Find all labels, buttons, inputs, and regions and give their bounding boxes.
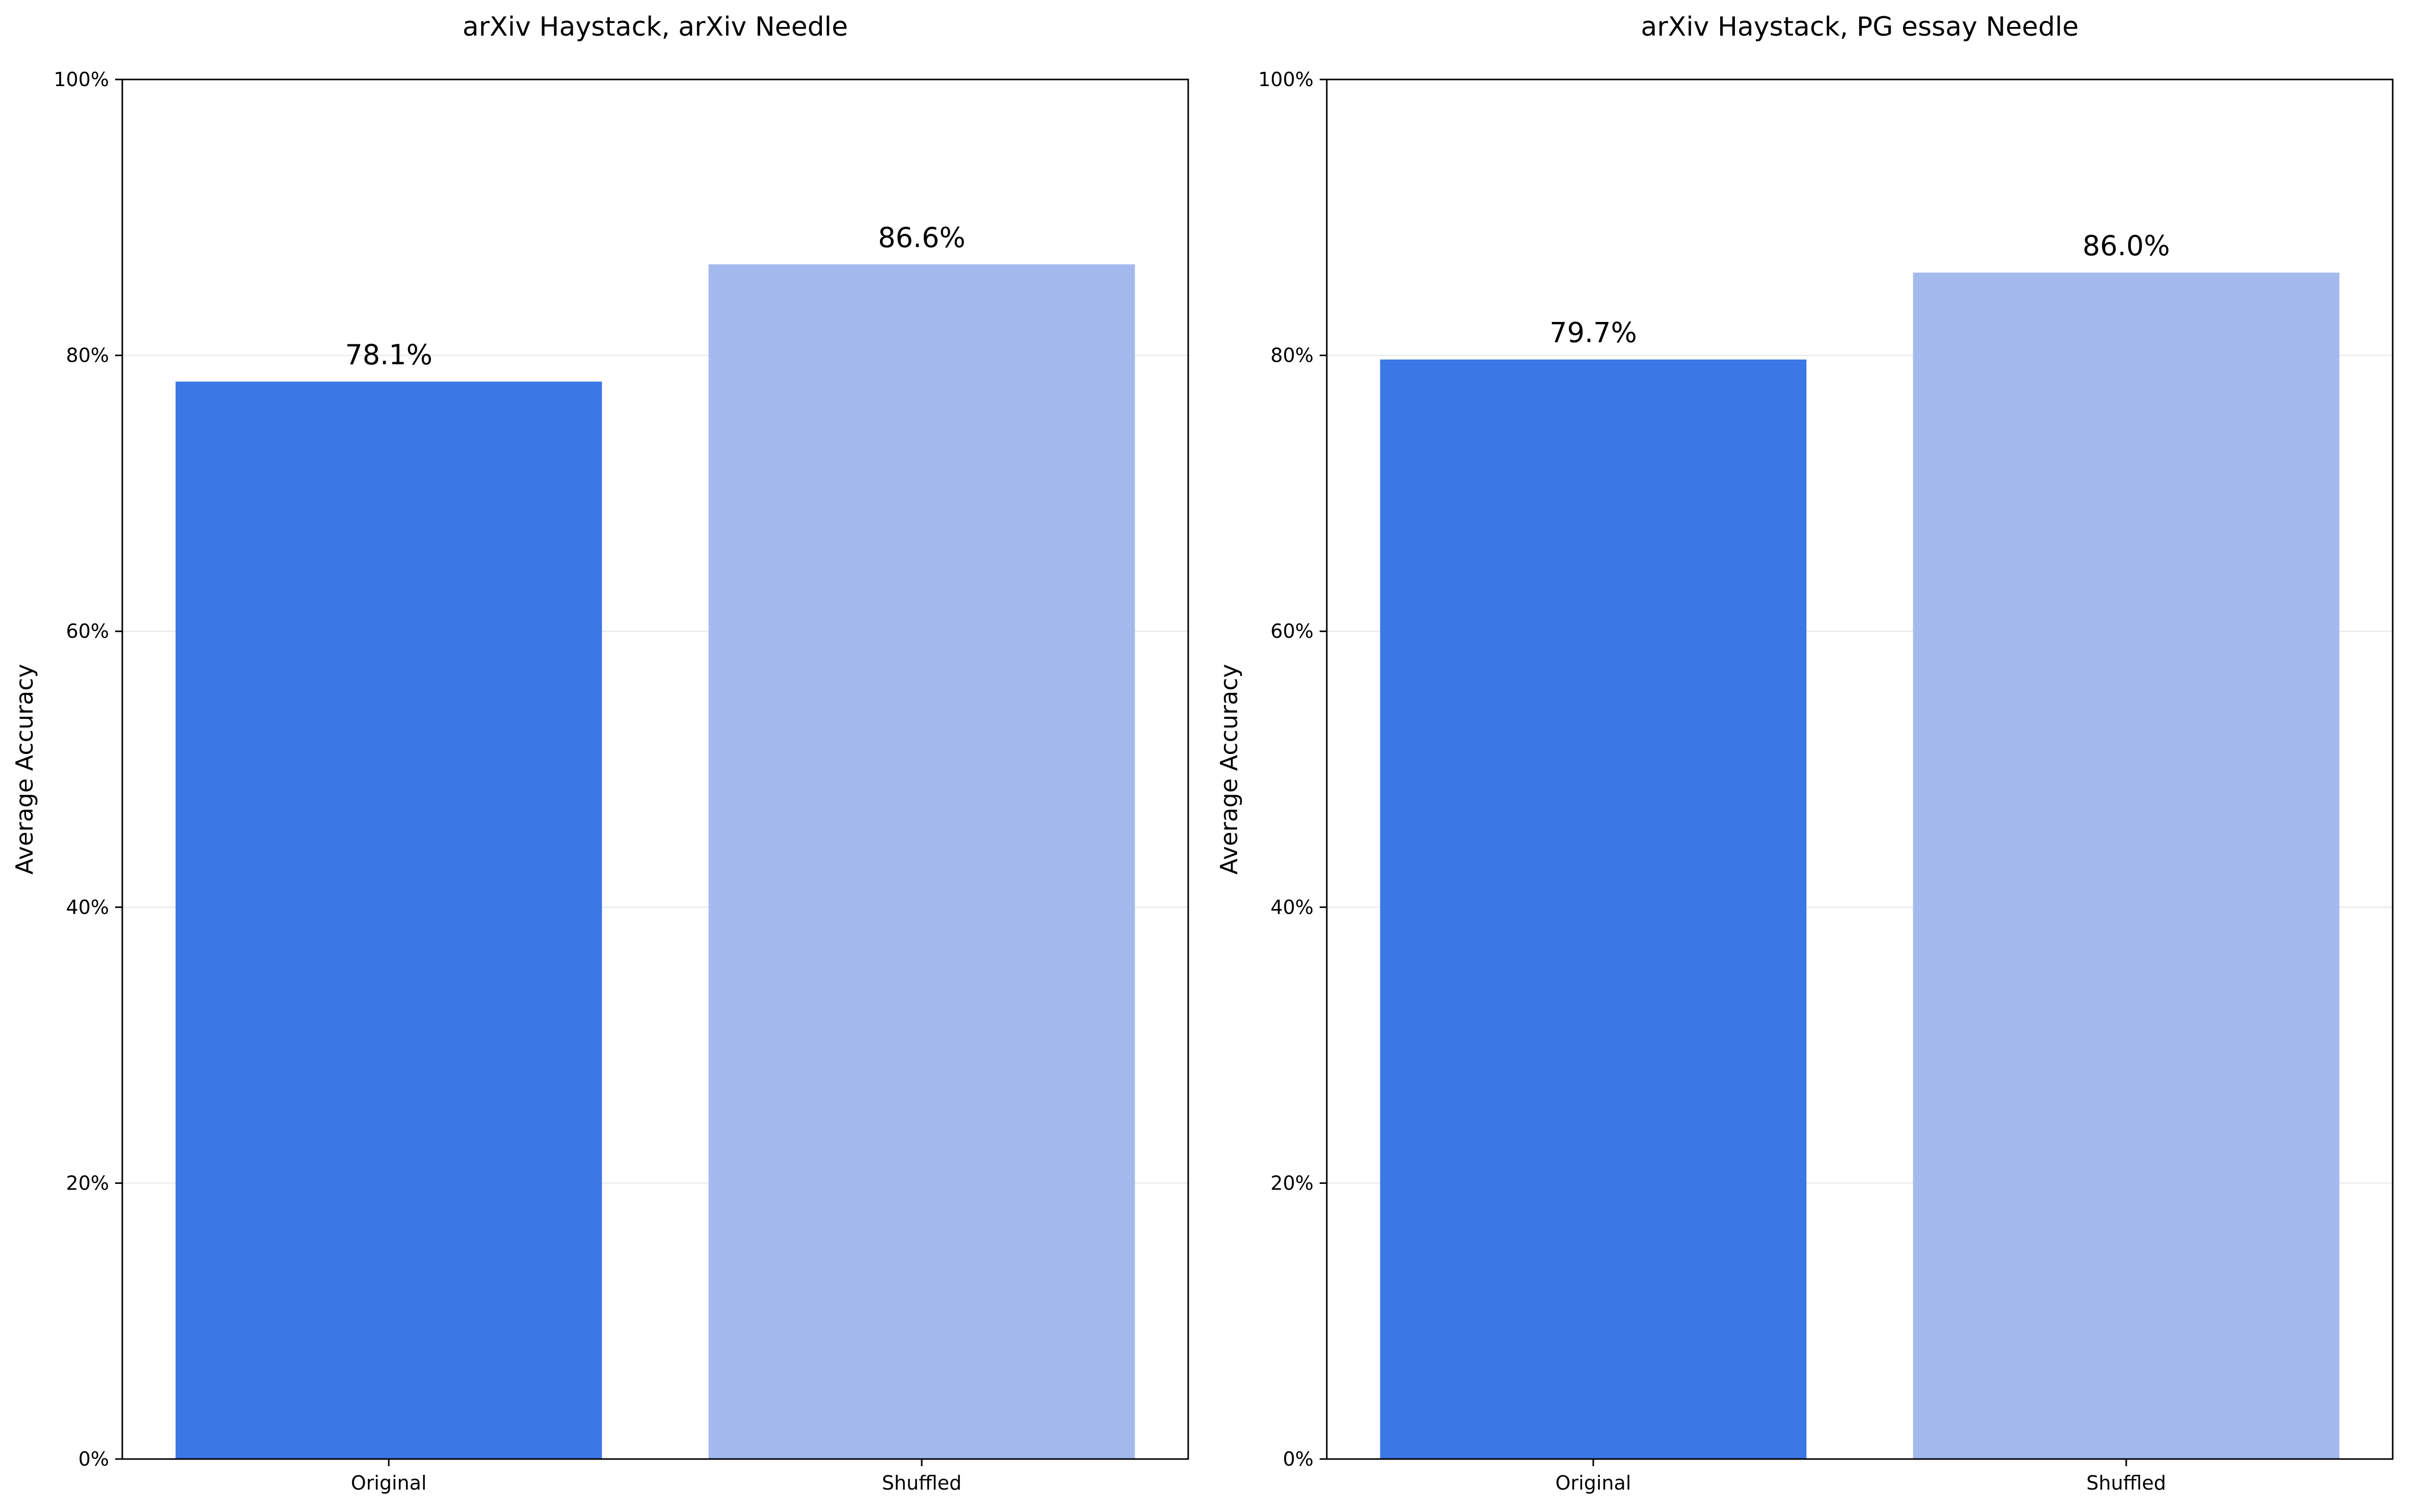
bar-original (1380, 359, 1807, 1459)
data-label: 79.7% (1549, 317, 1637, 349)
x-tick-label: Shuffled (2086, 1472, 2166, 1494)
bar-shuffled (1913, 273, 2340, 1459)
data-label: 86.6% (878, 222, 966, 254)
subplot-2: 79.7% Original 86.0% Shuffled 0% 20% 40% 60% 80%… (1215, 12, 2394, 1494)
y-tick-label: 20% (66, 1172, 109, 1194)
x-tick-label: Original (1556, 1472, 1631, 1494)
chart-title: arXiv Haystack, arXiv Needle (463, 12, 848, 42)
y-axis-label: Average Accuracy (1215, 664, 1243, 875)
y-tick-label: 100% (53, 68, 109, 91)
x-tick-label: Shuffled (882, 1472, 962, 1494)
data-label: 78.1% (345, 339, 433, 371)
y-axis-label: Average Accuracy (11, 664, 38, 875)
bar-shuffled (708, 264, 1135, 1459)
data-label: 86.0% (2082, 230, 2170, 262)
y-tick-label: 60% (66, 620, 109, 642)
axes-frame (1326, 78, 2394, 1460)
y-tick-label: 0% (1283, 1448, 1314, 1470)
y-tick-label: 20% (1271, 1172, 1314, 1194)
x-tick-label: Original (351, 1472, 427, 1494)
y-tick-label: 60% (1271, 620, 1314, 642)
y-tick-label: 0% (78, 1448, 109, 1470)
chart-title: arXiv Haystack, PG essay Needle (1641, 12, 2078, 42)
axes-frame (121, 78, 1189, 1460)
y-tick-label: 40% (1271, 896, 1314, 919)
y-tick-label: 40% (66, 896, 109, 919)
y-tick-label: 80% (1271, 344, 1314, 367)
bar-original (175, 382, 602, 1459)
subplot-1: 78.1% Original 86.6% Shuffled 0% 20% 40% 60% 80%… (11, 12, 1189, 1494)
y-tick-label: 100% (1258, 68, 1314, 91)
y-tick-label: 80% (66, 344, 109, 367)
